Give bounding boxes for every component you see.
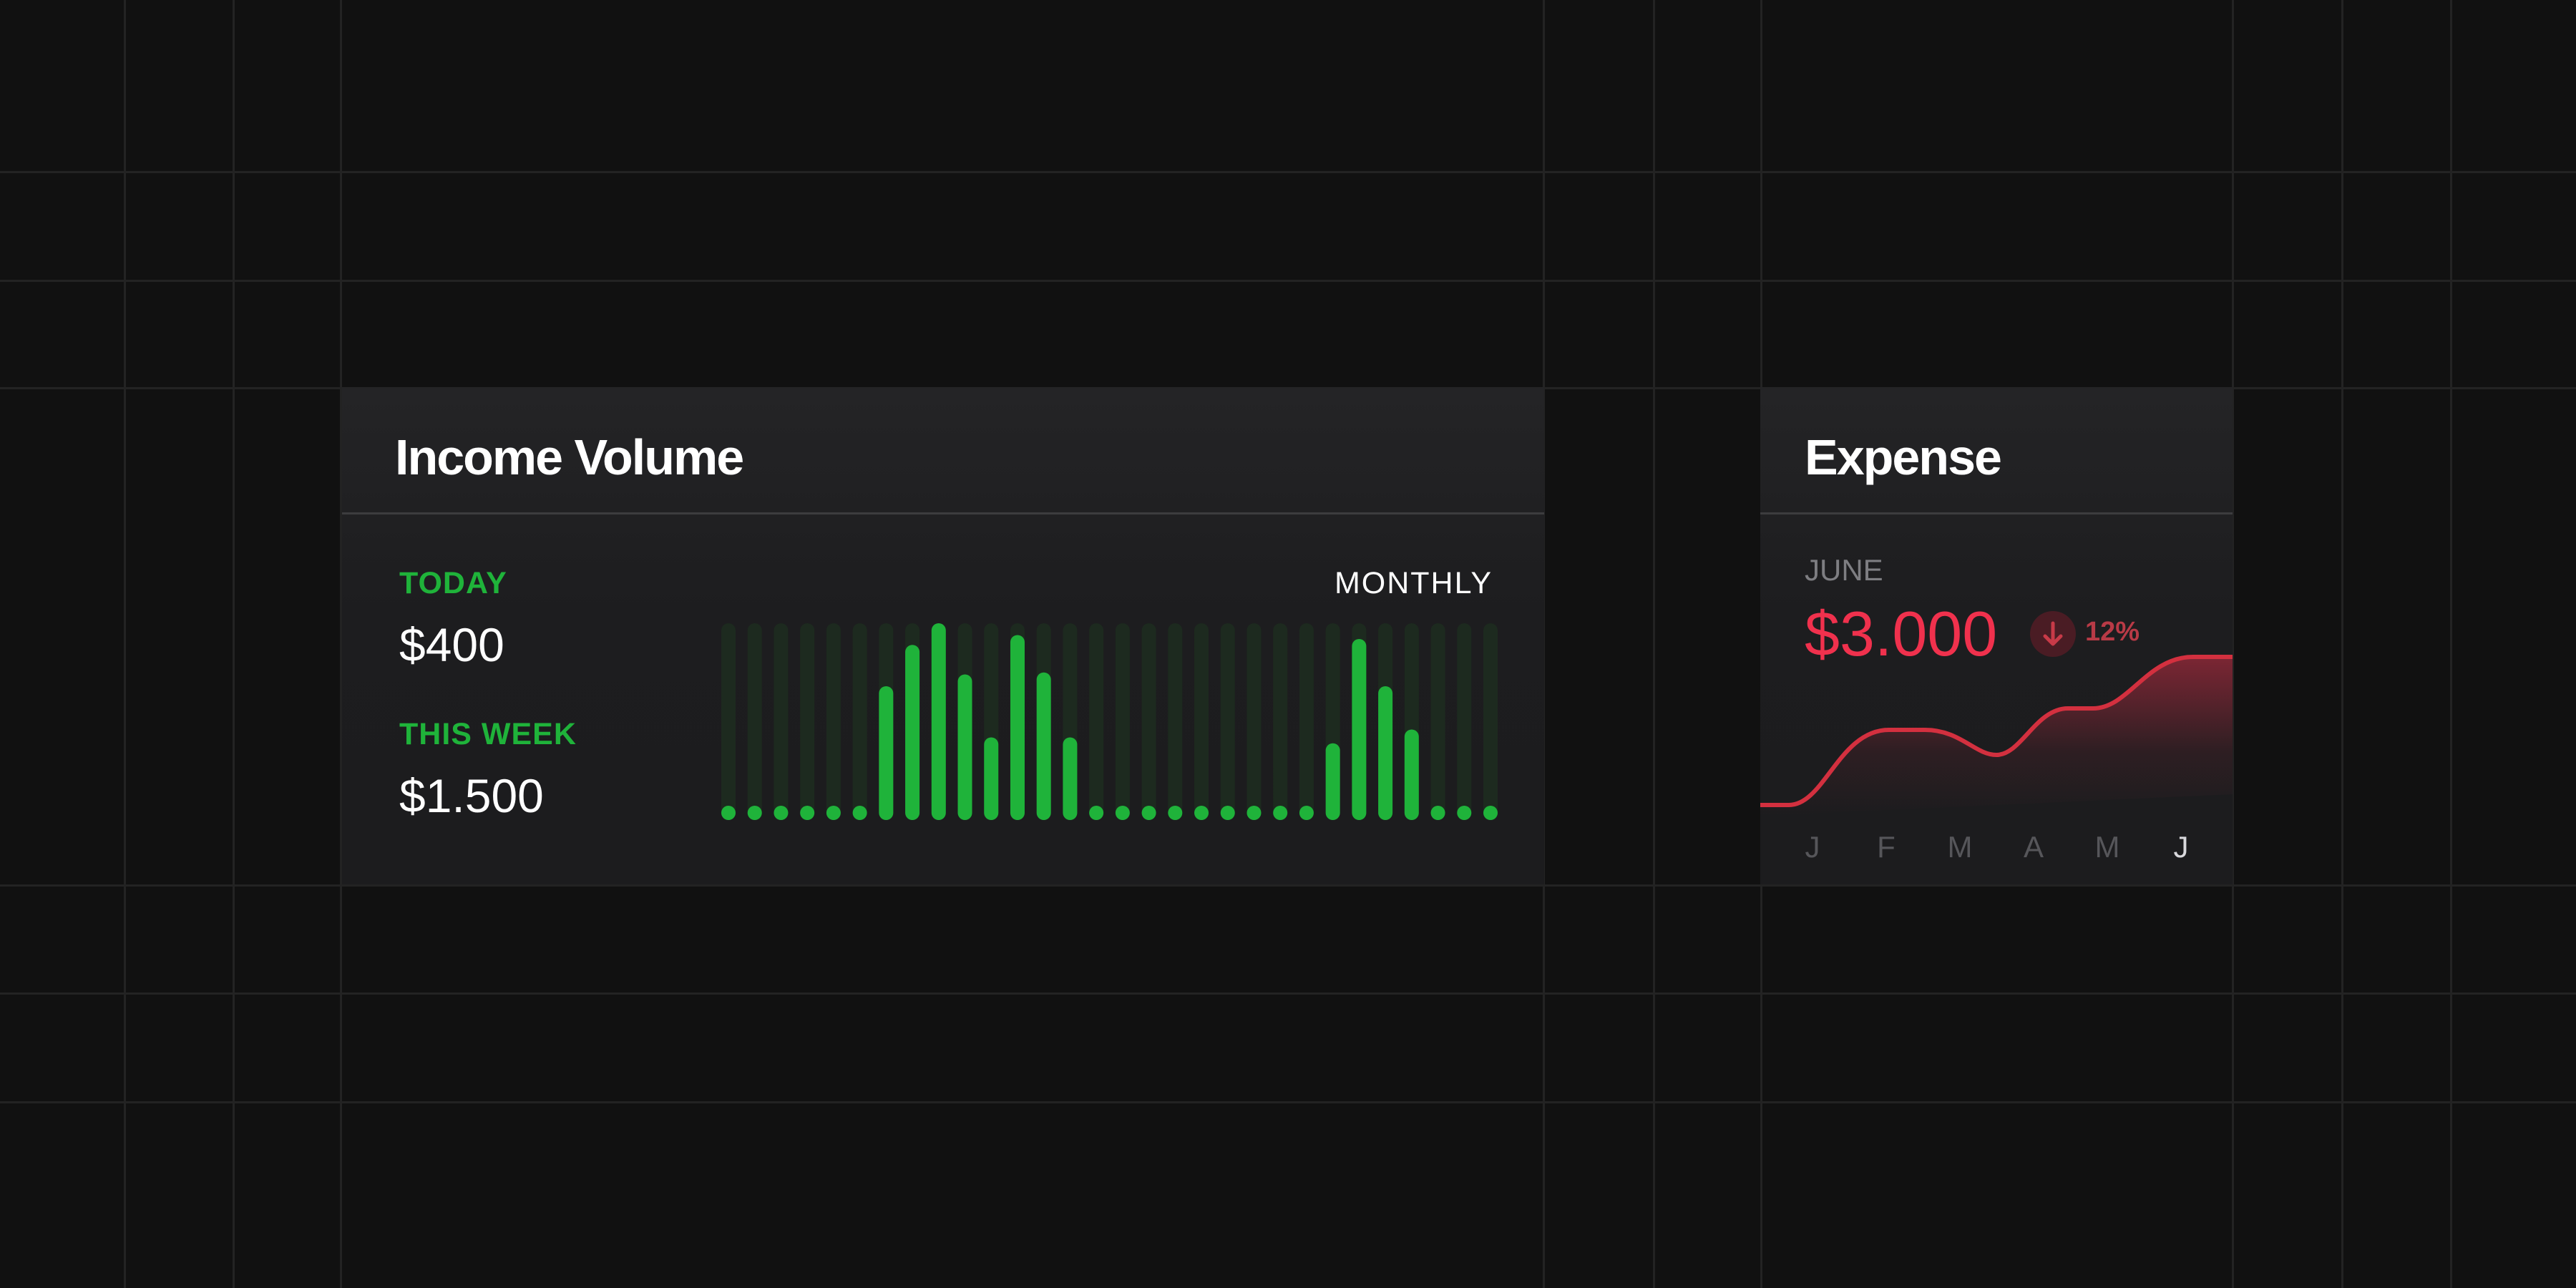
bar-track xyxy=(1089,623,1104,820)
income-bar xyxy=(1273,806,1288,820)
income-bar xyxy=(1036,672,1051,820)
income-bar xyxy=(747,806,762,820)
bar-track xyxy=(1115,623,1130,820)
income-bar xyxy=(1299,806,1314,820)
income-bar xyxy=(852,806,867,820)
grid-line xyxy=(0,171,2576,173)
monthly-tab[interactable]: MONTHLY xyxy=(1334,566,1493,600)
income-volume-card: Income Volume TODAY $400 THIS WEEK $1.50… xyxy=(342,387,1544,884)
bar-track xyxy=(1220,623,1235,820)
grid-line xyxy=(340,0,342,1288)
income-bar xyxy=(1404,729,1419,820)
income-bar xyxy=(879,686,894,820)
income-bar xyxy=(1352,639,1367,820)
income-bar xyxy=(1141,806,1156,820)
grid-line xyxy=(0,1101,2576,1103)
grid-line xyxy=(0,992,2576,995)
grid-line xyxy=(2450,0,2452,1288)
grid-line xyxy=(1653,0,1655,1288)
grid-line xyxy=(2341,0,2343,1288)
income-bar xyxy=(1063,737,1078,820)
income-bar xyxy=(1457,806,1472,820)
today-label: TODAY xyxy=(399,566,507,600)
card-title: Expense xyxy=(1805,429,2002,485)
bar-track xyxy=(1168,623,1183,820)
income-bar xyxy=(1194,806,1209,820)
card-header: Expense xyxy=(1760,387,2233,512)
divider xyxy=(1760,512,2233,514)
bar-track xyxy=(1299,623,1314,820)
income-bar xyxy=(1010,635,1025,820)
income-bar xyxy=(1325,743,1340,820)
bar-track xyxy=(800,623,815,820)
grid-line xyxy=(2232,0,2234,1288)
income-bar xyxy=(1089,806,1104,820)
income-bar xyxy=(957,674,972,820)
this-week-label: THIS WEEK xyxy=(399,717,577,751)
income-bar xyxy=(984,737,999,820)
bar-track xyxy=(1273,623,1288,820)
bar-track xyxy=(1141,623,1156,820)
income-bar xyxy=(1430,806,1445,820)
income-bar xyxy=(774,806,789,820)
bar-track xyxy=(774,623,789,820)
bar-track xyxy=(1246,623,1262,820)
grid-line xyxy=(233,0,235,1288)
divider xyxy=(342,512,1544,514)
bar-track xyxy=(1430,623,1445,820)
income-bar xyxy=(1168,806,1183,820)
bar-track xyxy=(721,623,736,820)
bar-track xyxy=(826,623,841,820)
bar-track xyxy=(1457,623,1472,820)
income-bar xyxy=(931,623,946,820)
card-header: Income Volume xyxy=(342,387,1544,512)
income-bar xyxy=(721,806,736,820)
income-bar xyxy=(905,645,920,820)
bar-track xyxy=(747,623,762,820)
grid-line xyxy=(0,884,2576,887)
income-bar xyxy=(1220,806,1235,820)
income-bar xyxy=(800,806,815,820)
income-bar-chart xyxy=(721,623,1498,820)
income-bar xyxy=(1246,806,1262,820)
expense-card: Expense xyxy=(1760,387,2233,884)
this-week-value: $1.500 xyxy=(399,769,544,822)
income-bar xyxy=(1115,806,1130,820)
income-bar xyxy=(1483,806,1498,820)
bar-track xyxy=(1194,623,1209,820)
income-bar xyxy=(1378,686,1393,820)
today-value: $400 xyxy=(399,618,504,671)
card-title: Income Volume xyxy=(395,429,744,485)
bar-track xyxy=(1483,623,1498,820)
income-bar xyxy=(826,806,841,820)
grid-line xyxy=(0,280,2576,282)
grid-line xyxy=(124,0,126,1288)
bar-track xyxy=(852,623,867,820)
